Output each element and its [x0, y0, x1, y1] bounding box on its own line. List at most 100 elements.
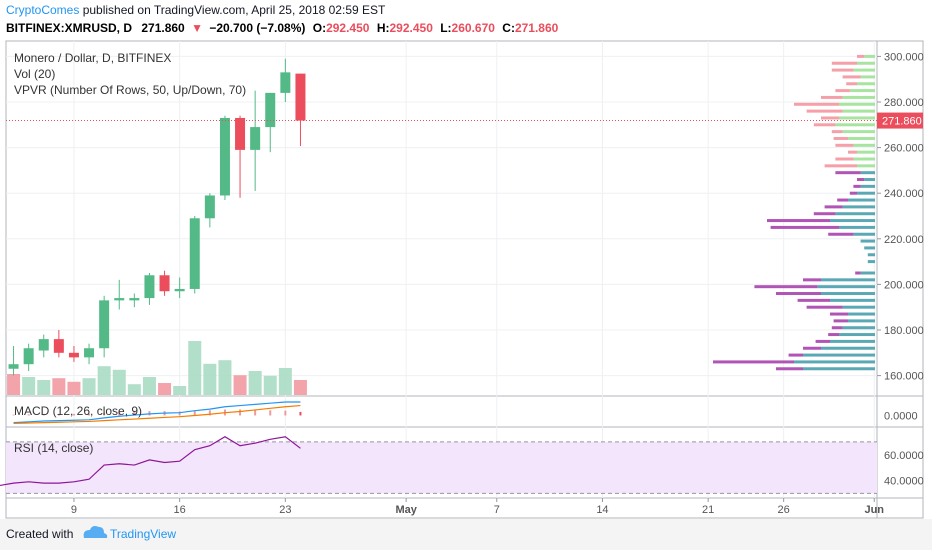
open-value: 292.450 — [326, 21, 370, 35]
change-down-icon: ▼ — [191, 21, 203, 35]
volume-bar-18 — [278, 368, 292, 395]
vpvr-down-5 — [828, 333, 839, 337]
candle-body-0[interactable] — [8, 364, 19, 369]
last-price-tag-text: 271.860 — [882, 116, 922, 128]
candle-body-13[interactable] — [204, 195, 215, 219]
candle-body-11[interactable] — [174, 288, 185, 292]
macd-line — [13, 401, 301, 424]
vpvr-up-1 — [794, 360, 875, 364]
candle-body-7[interactable] — [114, 298, 125, 301]
vpvr-down-22 — [813, 212, 836, 216]
candle-body-12[interactable] — [189, 218, 200, 289]
vpvr-down-4 — [815, 339, 830, 343]
vpvr-up-0 — [803, 367, 875, 371]
vpvr-down-14 — [855, 271, 861, 275]
vpvr-up-16 — [867, 253, 875, 257]
vpvr-down-45 — [857, 54, 865, 58]
time-axis-labels[interactable]: 9 16 23 May 7 14 21 26 Jun — [71, 498, 884, 516]
price-tick-label-1: 280.000 — [884, 97, 924, 109]
vpvr-up-35 — [835, 123, 875, 127]
volume-bar-0 — [7, 374, 21, 395]
vpvr-down-38 — [794, 102, 839, 106]
vpvr-up-19 — [853, 232, 875, 236]
candles[interactable] — [8, 58, 306, 376]
vpvr-down-33 — [833, 136, 848, 140]
price-tick-label-3: 240.000 — [884, 188, 924, 200]
candle-body-9[interactable] — [144, 275, 155, 299]
candle-body-3[interactable] — [53, 339, 64, 353]
price-axis-labels[interactable]: 300.000 280.000 260.000 240.000 220.000 200.0… — [877, 51, 924, 488]
open-label: O: — [313, 21, 326, 35]
vpvr-up-37 — [842, 109, 875, 113]
candle-body-15[interactable] — [235, 117, 246, 150]
vpvr-up-8 — [848, 312, 875, 316]
candle-body-4[interactable] — [68, 352, 79, 358]
vpvr-down-10 — [797, 298, 830, 302]
volume-bar-10 — [158, 383, 172, 395]
rsi-tick-label-0: 60.0000 — [884, 450, 924, 462]
volume-bar-7 — [112, 369, 126, 395]
vpvr-up-5 — [839, 333, 875, 337]
vpvr-up-28 — [860, 171, 875, 175]
vpvr-down-23 — [824, 205, 843, 209]
vpvr-up-26 — [860, 184, 875, 188]
candle-body-16[interactable] — [250, 127, 261, 150]
time-tick-label-4: 7 — [494, 504, 500, 516]
candle-body-19[interactable] — [295, 73, 306, 121]
price-tick-label-6: 180.000 — [884, 325, 924, 337]
vpvr-up-9 — [842, 305, 875, 309]
vpvr-up-10 — [830, 298, 875, 302]
vol-legend[interactable]: Vol (20) — [14, 67, 55, 81]
vpvr-down-2 — [788, 353, 803, 357]
vpvr-legend[interactable]: VPVR (Number Of Rows, 50, Up/Down, 70) — [14, 83, 246, 97]
volume-bar-15 — [233, 375, 247, 395]
volume-bar-11 — [173, 386, 187, 395]
time-tick-label-6: 21 — [702, 504, 714, 516]
vpvr-down-30 — [835, 157, 854, 161]
volume-bar-1 — [22, 377, 36, 395]
vpvr-up-43 — [853, 68, 875, 72]
rsi-band-fill — [6, 441, 877, 494]
candle-body-1[interactable] — [23, 348, 34, 365]
price-tick-label-5: 200.000 — [884, 279, 924, 291]
vpvr-up-38 — [839, 102, 875, 106]
candle-body-6[interactable] — [99, 300, 110, 349]
vpvr-up-20 — [839, 225, 875, 229]
vpvr-down-8 — [830, 312, 848, 316]
vpvr-down-9 — [806, 305, 843, 309]
vpvr-up-24 — [848, 198, 875, 202]
vpvr-up-6 — [842, 326, 875, 330]
candle-body-10[interactable] — [159, 275, 170, 292]
vpvr-up-39 — [842, 95, 875, 99]
author-link[interactable]: CryptoComes — [6, 3, 79, 17]
grid — [6, 41, 877, 498]
vpvr-up-40 — [849, 89, 875, 93]
tradingview-brand-link[interactable]: TradingView — [110, 527, 176, 541]
vpvr-down-44 — [831, 61, 857, 65]
pane-title: Monero / Dollar, D, BITFINEX — [14, 51, 171, 65]
low-label: L: — [440, 21, 451, 35]
volume-bar-2 — [37, 380, 51, 395]
vpvr-down-36 — [821, 116, 839, 120]
tradingview-cloud-icon[interactable] — [83, 526, 108, 538]
vpvr-up-33 — [848, 136, 875, 140]
candle-body-2[interactable] — [38, 339, 49, 351]
candle-body-8[interactable] — [129, 298, 140, 301]
macd-legend[interactable]: MACD (12, 26, close, 9) — [14, 404, 142, 418]
vpvr-up-27 — [864, 178, 875, 182]
candle-body-18[interactable] — [280, 72, 291, 93]
volume-bar-13 — [203, 363, 217, 395]
close-value: 271.860 — [515, 21, 559, 35]
candle-body-5[interactable] — [84, 348, 95, 358]
vpvr-up-23 — [842, 205, 875, 209]
rsi-legend[interactable]: RSI (14, close) — [14, 441, 93, 455]
macd-signal-line — [13, 404, 301, 425]
symbol: BITFINEX:XMRUSD, D — [6, 21, 132, 35]
vpvr-down-3 — [803, 346, 821, 350]
candle-body-14[interactable] — [219, 117, 230, 196]
candle-body-17[interactable] — [265, 92, 276, 128]
volume-bar-3 — [52, 378, 66, 395]
vpvr-down-27 — [857, 178, 865, 182]
vpvr-down-11 — [776, 292, 821, 296]
close-label: C: — [502, 21, 515, 35]
